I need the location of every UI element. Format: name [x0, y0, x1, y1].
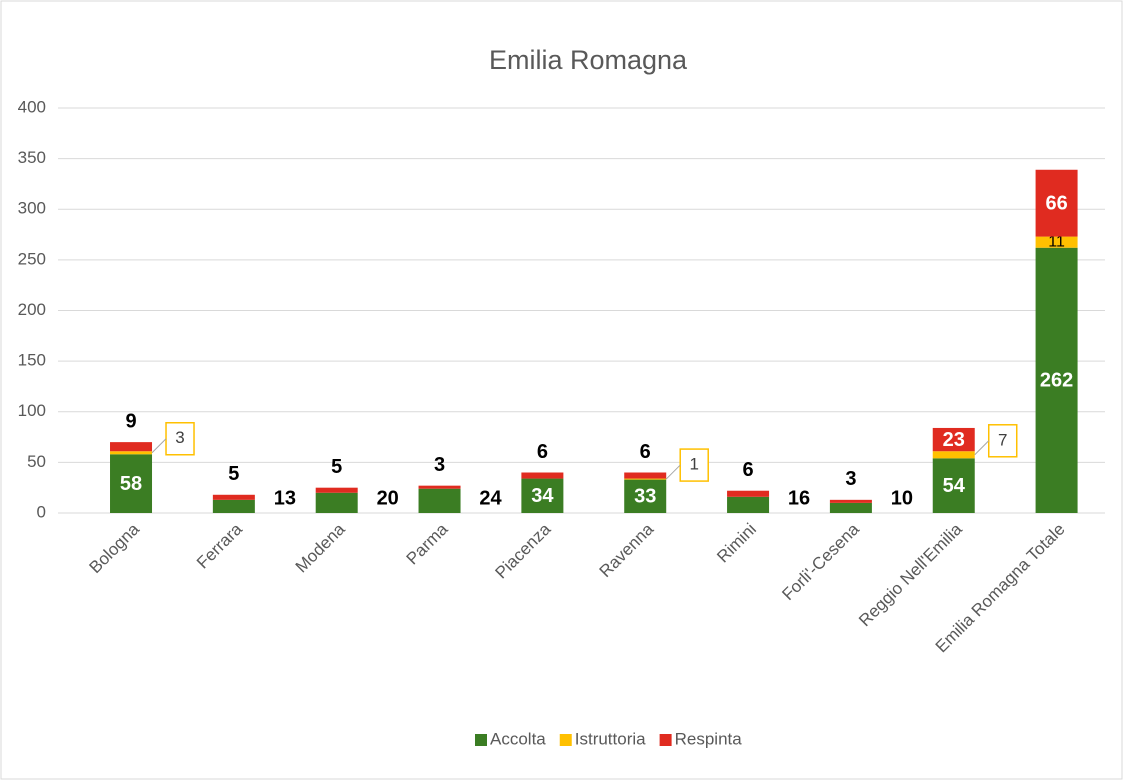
- y-tick-label: 250: [18, 249, 46, 268]
- data-label: 9: [125, 410, 136, 432]
- bar-segment: [315, 492, 358, 513]
- data-label: 34: [531, 485, 554, 507]
- y-tick-label: 50: [27, 452, 46, 471]
- bar-segment: [110, 442, 153, 452]
- data-label: 6: [537, 441, 548, 463]
- legend-swatch: [559, 734, 572, 746]
- data-label: 5: [228, 463, 239, 485]
- bar-segment: [624, 472, 667, 479]
- data-label: 10: [891, 487, 913, 509]
- bar-segment: [521, 478, 564, 513]
- bar-segment: [829, 502, 872, 513]
- data-label: 11: [1048, 233, 1065, 250]
- data-label: 33: [634, 486, 656, 508]
- data-label: 23: [943, 429, 965, 451]
- data-label: 58: [120, 473, 142, 495]
- legend-label: Accolta: [490, 729, 546, 748]
- data-label: 20: [377, 487, 399, 509]
- bar-segment: [1035, 247, 1078, 513]
- bar-segment: [932, 458, 975, 513]
- data-label: 66: [1045, 192, 1067, 214]
- bar-segment: [418, 485, 461, 489]
- bar-segment: [932, 451, 975, 459]
- y-tick-label: 350: [18, 148, 46, 167]
- bar-segment: [212, 494, 255, 500]
- data-label: 24: [479, 487, 502, 509]
- bar-segment: [110, 454, 153, 513]
- data-label: 6: [742, 459, 753, 481]
- data-label: 54: [943, 475, 966, 497]
- bar-segment: [727, 490, 770, 497]
- data-label: 3: [434, 454, 445, 476]
- y-tick-label: 200: [18, 300, 46, 319]
- bar-segment: [521, 472, 564, 479]
- chart-title: Emilia Romagna: [489, 45, 688, 75]
- bar-segment: [1035, 169, 1078, 237]
- bar-segment: [315, 487, 358, 493]
- leader-line: [151, 438, 167, 454]
- y-tick-label: 400: [18, 97, 46, 116]
- bar-segment: [110, 451, 153, 455]
- data-label: 1: [689, 455, 698, 474]
- leader-line: [665, 464, 681, 480]
- y-tick-label: 100: [18, 401, 46, 420]
- legend-swatch: [659, 734, 672, 746]
- bar-segment: [212, 499, 255, 513]
- legend-swatch: [475, 734, 487, 746]
- data-label: 13: [274, 487, 296, 509]
- bar-segment: [932, 427, 975, 452]
- data-label: 6: [640, 441, 651, 463]
- legend-label: Istruttoria: [575, 729, 646, 748]
- leader-line: [974, 440, 990, 456]
- y-tick-label: 0: [37, 502, 46, 521]
- bar-segment: [418, 488, 461, 513]
- y-tick-label: 150: [18, 351, 46, 370]
- bar-segment: [829, 499, 872, 503]
- data-label: 3: [175, 428, 184, 447]
- data-label: 262: [1040, 370, 1073, 392]
- data-label: 5: [331, 456, 342, 478]
- data-label: 7: [998, 430, 1007, 449]
- bar-segment: [1035, 236, 1078, 248]
- bar-segment: [624, 478, 667, 480]
- data-label: 16: [788, 487, 810, 509]
- bar-segment: [624, 479, 667, 513]
- bar-segment: [727, 496, 770, 513]
- data-label: 3: [845, 468, 856, 490]
- legend-label: Respinta: [675, 729, 743, 748]
- y-tick-label: 300: [18, 199, 46, 218]
